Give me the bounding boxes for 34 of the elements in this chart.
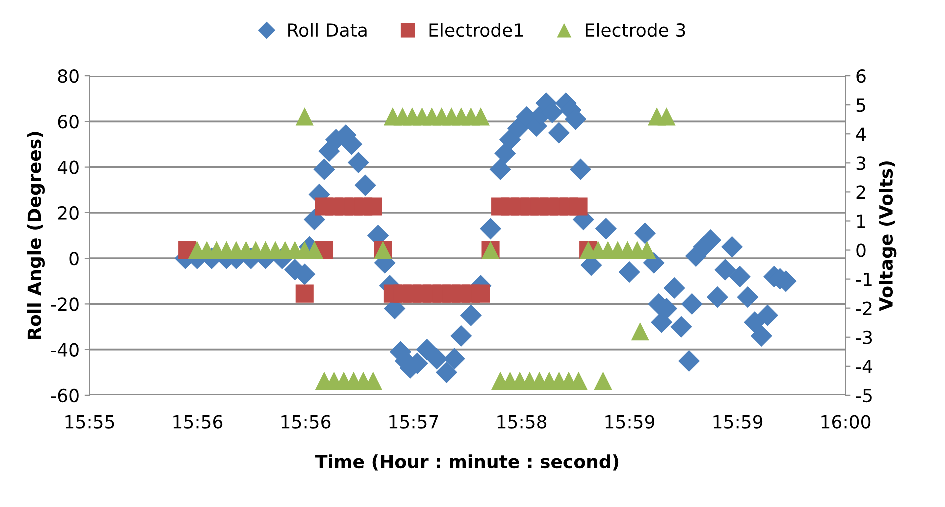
y2-tick-label: 0 [856, 244, 866, 258]
y-tick-label: -40 [51, 343, 79, 357]
x-tick-label: 15:59 [606, 415, 655, 429]
y2-tick-label: 6 [856, 70, 866, 84]
y-tick-label: 60 [58, 115, 79, 129]
y2-tick-label: -4 [856, 360, 872, 374]
x-axis-title: Time (Hour : minute : second) [316, 454, 619, 471]
x-tick-label: 15:56 [174, 415, 223, 429]
y-tick-label: 80 [58, 70, 79, 84]
y-tick-label: 20 [58, 206, 79, 220]
y-tick-label: 40 [58, 160, 79, 174]
legend-label: Roll Data [288, 23, 367, 38]
y2-tick-label: 3 [856, 156, 866, 170]
y-axis-title: Roll Angle (Degrees) [27, 132, 46, 340]
legend-label: Electrode1 [430, 23, 524, 38]
x-tick-label: 15:55 [66, 415, 114, 429]
y2-tick-label: 4 [856, 128, 866, 141]
y2-axis-title: Voltage (Volts) [879, 162, 897, 312]
y2-tick-label: -3 [856, 330, 872, 344]
x-tick-label: 15:58 [498, 415, 547, 429]
x-tick-label: 16:00 [822, 415, 871, 429]
y2-tick-label: -5 [856, 389, 872, 403]
x-tick-label: 15:56 [282, 415, 331, 429]
y-tick-label: 0 [70, 252, 79, 266]
y2-tick-label: 5 [856, 98, 866, 112]
y-tick-label: -60 [51, 388, 79, 403]
y-tick-label: -20 [51, 298, 79, 312]
y2-tick-label: -1 [856, 273, 872, 286]
legend-label: Electrode 3 [586, 23, 686, 38]
y2-tick-label: 1 [857, 214, 866, 228]
x-tick-label: 15:59 [714, 415, 763, 429]
x-tick-label: 15:57 [390, 415, 438, 429]
y2-tick-label: 2 [856, 186, 866, 200]
y2-tick-label: -2 [856, 302, 872, 316]
